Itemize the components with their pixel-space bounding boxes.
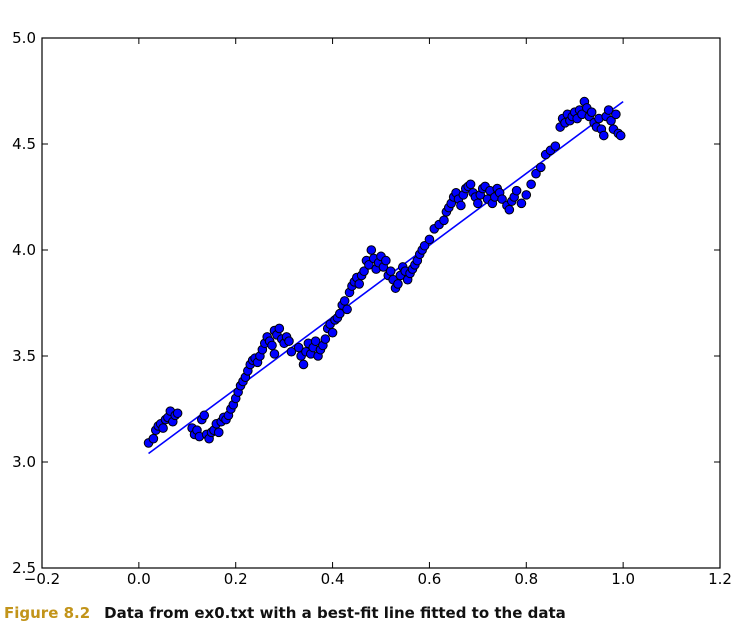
data-point — [473, 198, 483, 209]
data-point — [199, 410, 210, 421]
data-point — [381, 255, 391, 266]
figure-number: Figure 8.2 — [4, 604, 91, 622]
data-point — [526, 179, 536, 190]
data-point — [293, 342, 304, 353]
data-point — [267, 340, 277, 351]
data-points — [143, 96, 626, 448]
x-tick-label: −0.2 — [24, 570, 60, 588]
x-tick-label: 0.4 — [321, 570, 345, 588]
data-point — [339, 296, 350, 306]
figure-caption-text: Data from ex0.txt with a best-fit line f… — [104, 604, 566, 622]
y-tick-label: 5.0 — [12, 29, 36, 47]
data-point — [359, 266, 369, 277]
data-point — [327, 327, 338, 338]
data-point — [366, 245, 377, 255]
y-tick-label: 3.5 — [12, 347, 36, 365]
data-point — [172, 408, 183, 419]
data-point — [497, 194, 507, 204]
data-point — [335, 308, 345, 319]
data-point — [531, 168, 541, 179]
data-point — [393, 279, 403, 289]
data-point — [419, 240, 430, 251]
data-point — [364, 260, 374, 270]
data-point — [456, 200, 466, 211]
data-point — [550, 141, 561, 151]
data-point — [521, 190, 532, 200]
y-tick-label: 3.0 — [12, 453, 36, 471]
x-tick-label: 0.0 — [127, 570, 151, 588]
data-point — [158, 423, 168, 433]
data-point — [439, 215, 449, 226]
data-point — [603, 105, 614, 115]
data-point — [213, 427, 224, 438]
data-point — [354, 279, 365, 289]
data-point — [320, 334, 331, 344]
data-point — [148, 433, 159, 444]
data-point — [465, 179, 476, 190]
data-point — [504, 204, 515, 215]
y-tick-label: 4.5 — [12, 135, 36, 153]
x-tick-label: 1.0 — [611, 570, 635, 588]
data-point — [342, 304, 352, 315]
data-point — [606, 115, 616, 126]
data-point — [536, 162, 546, 173]
x-tick-label: 0.8 — [514, 570, 538, 588]
figure-caption: Figure 8.2 Data from ex0.txt with a best-… — [4, 604, 566, 622]
x-tick-label: 0.2 — [224, 570, 248, 588]
axis-ticks — [41, 37, 721, 569]
y-tick-label: 2.5 — [12, 559, 36, 577]
data-point — [611, 109, 621, 120]
data-point — [511, 185, 522, 196]
data-point — [424, 234, 435, 245]
y-tick-label: 4.0 — [12, 241, 36, 259]
data-point — [385, 266, 396, 277]
x-tick-label: 0.6 — [417, 570, 441, 588]
axis-tick-labels: −0.2 0.0 0.2 0.4 0.6 0.8 1.0 1.2 2.5 3.0 3.5 4.0 4.5… — [12, 29, 732, 588]
data-point — [274, 323, 285, 334]
data-point — [586, 107, 597, 117]
data-point — [516, 198, 527, 209]
data-point — [615, 130, 626, 141]
plot-area — [41, 37, 721, 569]
data-point — [286, 346, 297, 357]
data-point — [284, 336, 294, 346]
data-point — [269, 349, 280, 359]
data-point — [310, 336, 321, 346]
data-point — [598, 130, 609, 141]
scatter-chart: −0.2 0.0 0.2 0.4 0.6 0.8 1.0 1.2 2.5 3.0 3.5 4.0 4.5… — [12, 29, 732, 588]
data-point — [298, 359, 309, 370]
x-tick-label: 1.2 — [708, 570, 732, 588]
